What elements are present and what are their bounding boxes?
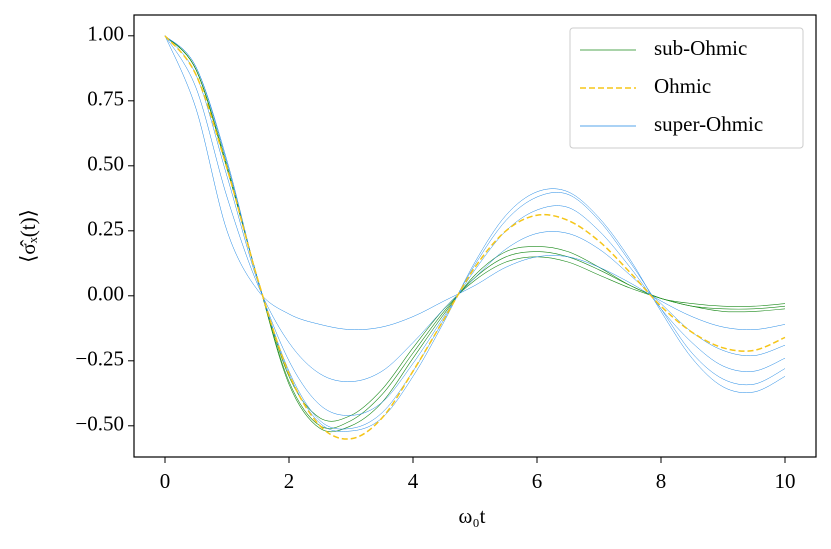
legend-label: Ohmic — [654, 74, 711, 98]
x-tick-label: 4 — [408, 469, 419, 493]
x-tick-label: 10 — [775, 469, 796, 493]
series-line — [164, 35, 786, 382]
plot-frame — [133, 14, 817, 458]
legend-label: super-Ohmic — [654, 112, 763, 136]
x-tick-label: 0 — [160, 469, 171, 493]
x-axis-label: ω₀t — [459, 504, 486, 528]
x-tick-label: 6 — [532, 469, 543, 493]
y-tick-label: −0.50 — [75, 412, 124, 436]
y-tick-label: 0.75 — [87, 87, 124, 111]
series-line — [164, 35, 786, 440]
series-line — [164, 35, 786, 330]
y-axis-label: ⟨σ̂ₓ(t)⟩ — [16, 209, 40, 263]
x-tick-label: 8 — [656, 469, 667, 493]
legend-box — [569, 27, 804, 149]
y-tick-label: −0.25 — [75, 347, 124, 371]
y-tick-label: 0.50 — [87, 152, 124, 176]
y-tick-label: 0.25 — [87, 217, 124, 241]
legend-label: sub-Ohmic — [654, 36, 747, 60]
y-tick-label: 1.00 — [87, 22, 124, 46]
x-tick-label: 2 — [284, 469, 295, 493]
y-tick-label: 0.00 — [87, 282, 124, 306]
